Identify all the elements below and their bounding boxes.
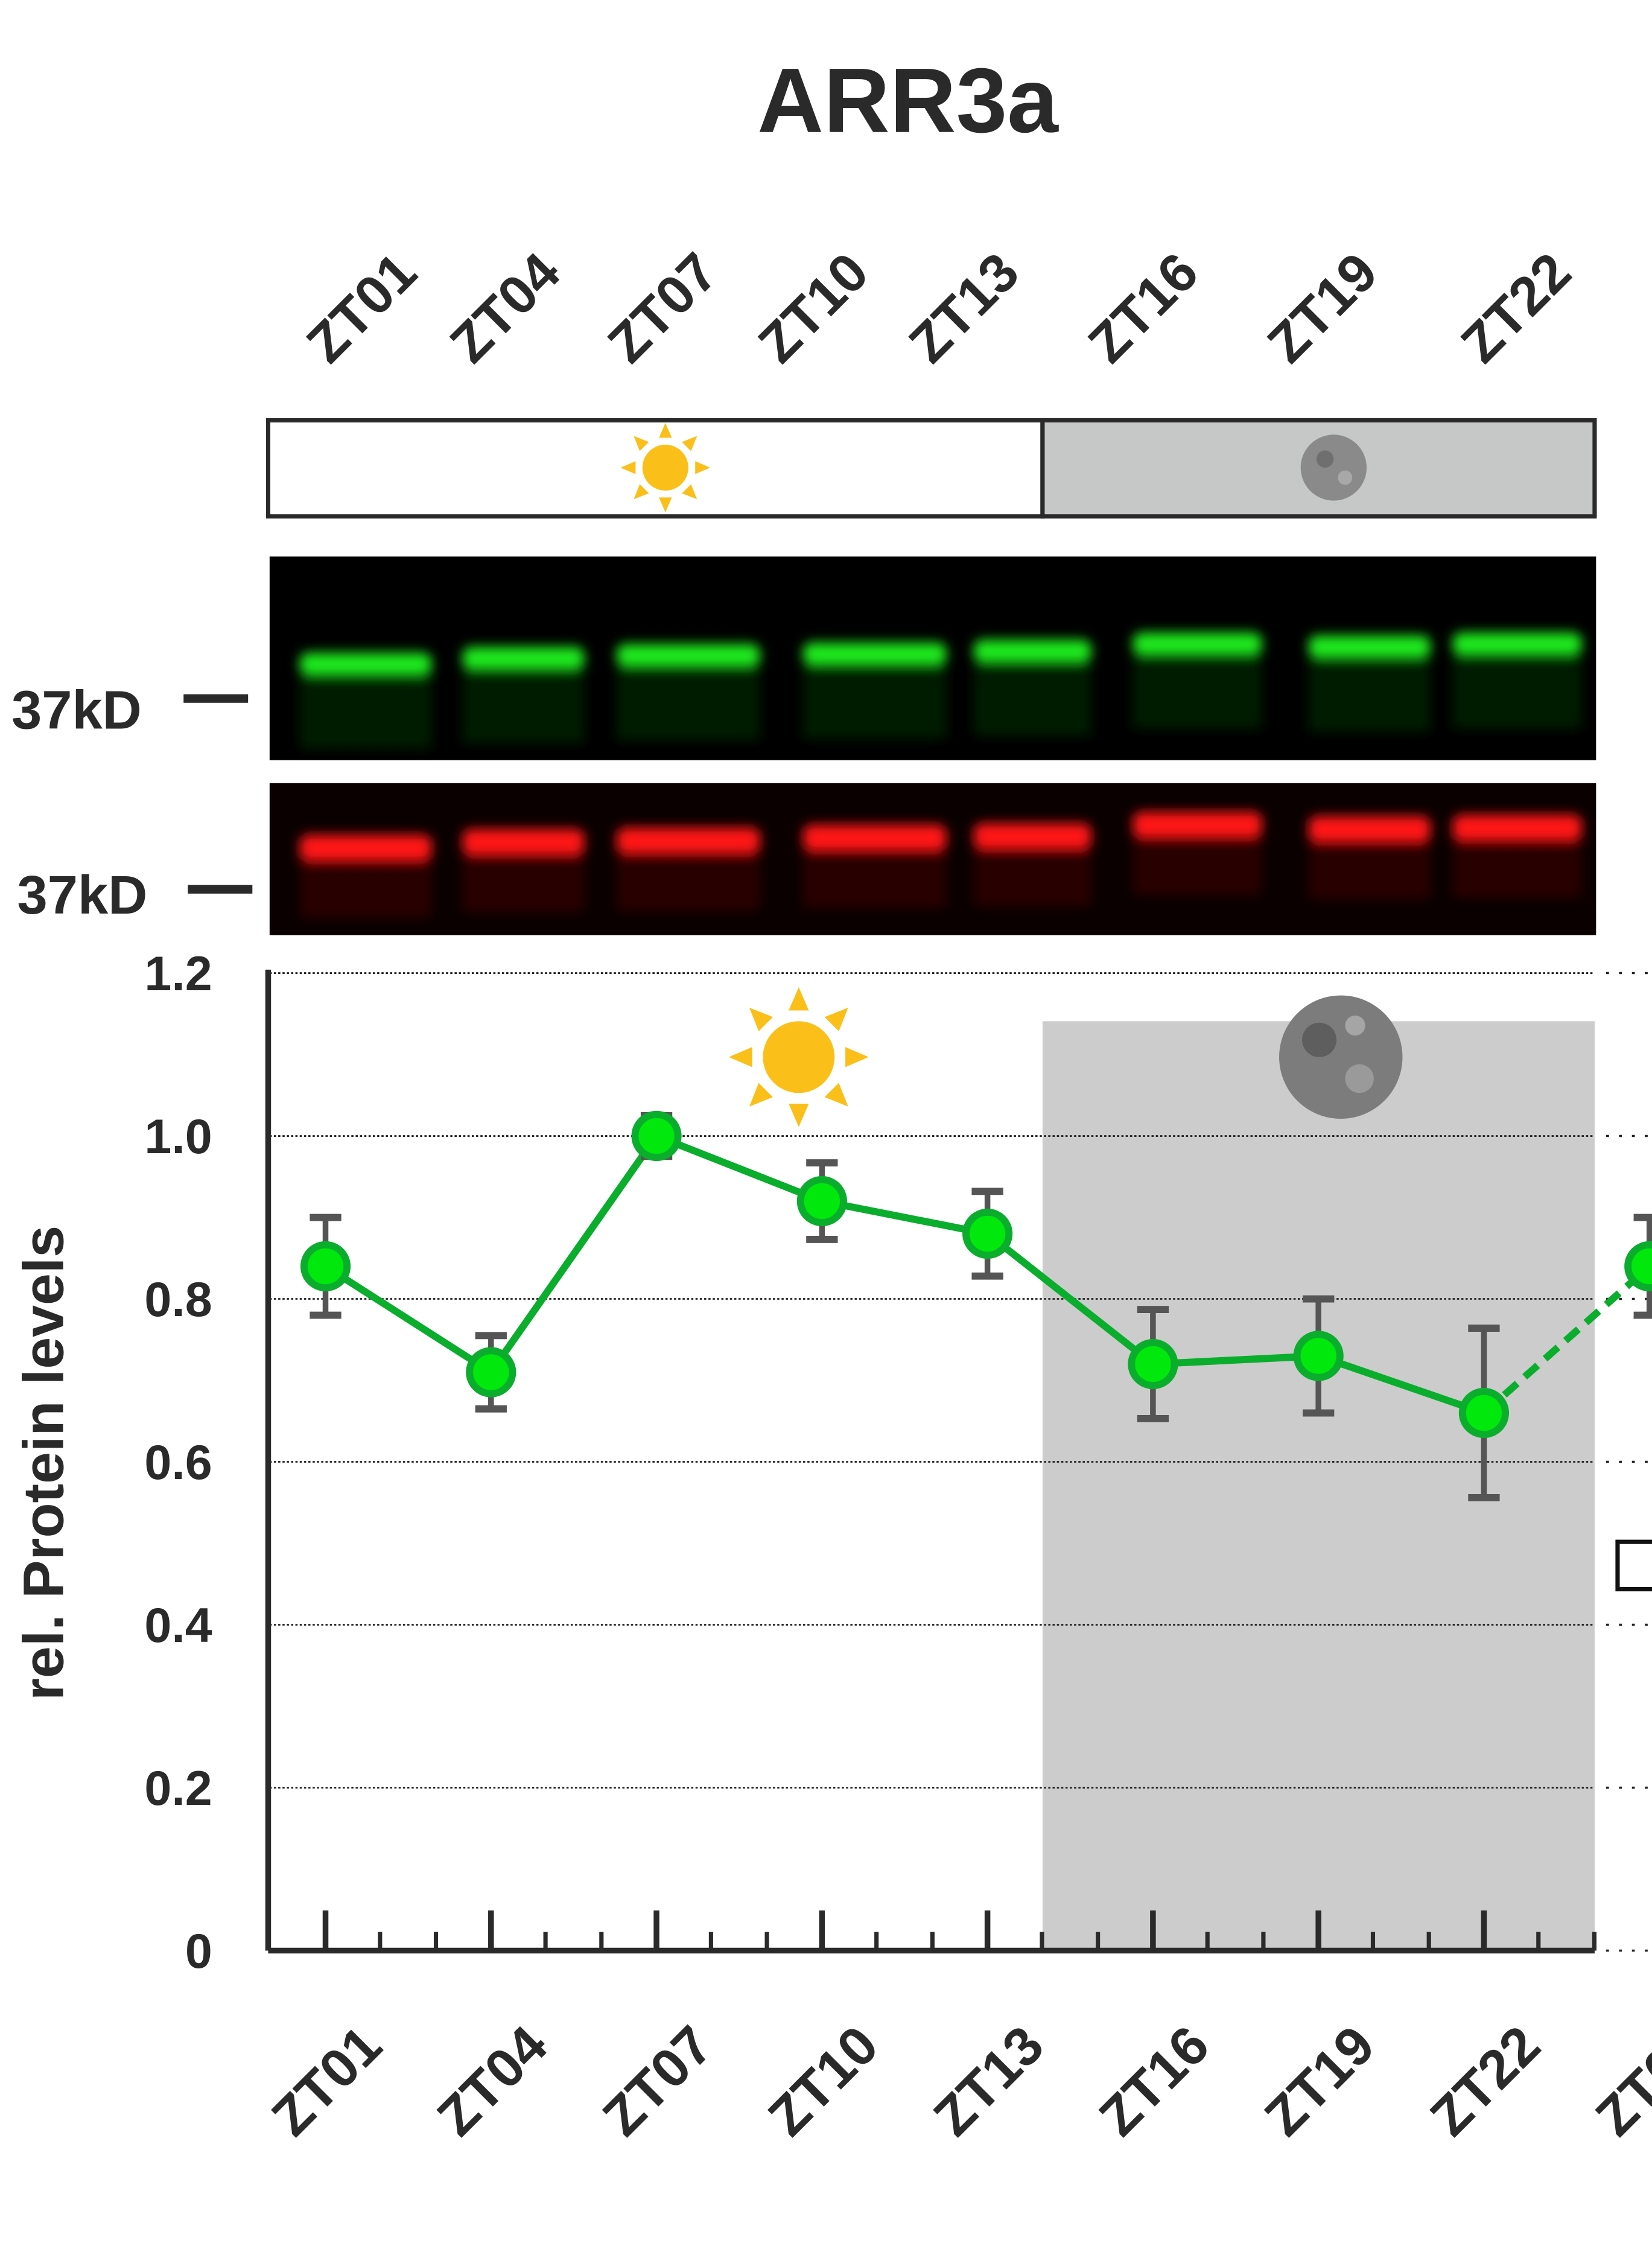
lane-label: ZT16 [1077, 241, 1210, 374]
red-band [299, 835, 432, 861]
red-band [1308, 816, 1431, 842]
x-tick-label: ZT16 [1088, 2014, 1221, 2147]
series-segment [488, 1134, 659, 1375]
series-segment [1152, 1352, 1319, 1368]
red-band [616, 827, 760, 854]
series-segment [1317, 1352, 1485, 1417]
green-band [1452, 632, 1582, 656]
light-dark-bar [265, 418, 1597, 519]
western-blot-green [269, 556, 1596, 760]
red-smear [973, 849, 1091, 907]
y-tick-label: 0.2 [144, 1761, 212, 1816]
lane-label: ZT13 [898, 241, 1031, 374]
x-tick-label: ZT19 [1253, 2014, 1386, 2147]
y-tick-label: 0.4 [144, 1598, 212, 1653]
red-smear [616, 853, 760, 911]
sun-icon [620, 422, 710, 513]
data-point [962, 1208, 1013, 1259]
x-tick-label: ZT13 [923, 2014, 1055, 2147]
data-point [1293, 1331, 1344, 1381]
series-segment [821, 1197, 988, 1238]
y-tick-label: 1.0 [144, 1110, 212, 1164]
green-smear [462, 671, 585, 743]
data-point [466, 1347, 516, 1398]
green-band [802, 642, 947, 666]
marker-label-green: 37kD [11, 680, 142, 741]
lane-label: ZT01 [295, 241, 428, 374]
night-shading [1042, 1021, 1595, 1951]
series-segment [1481, 1264, 1652, 1416]
x-tick-label: ZT01 [1584, 2014, 1652, 2147]
data-point [1458, 1387, 1510, 1439]
lane-label: ZT07 [596, 241, 729, 374]
legend-box [1615, 1539, 1652, 1592]
lane-label: ZT10 [747, 241, 880, 374]
x-tick-label: ZT22 [1418, 2014, 1551, 2147]
green-smear [1308, 660, 1431, 732]
red-band [973, 823, 1091, 850]
series-segment [323, 1263, 493, 1376]
green-band [973, 640, 1091, 663]
red-band [1133, 812, 1262, 838]
y-tick-label: 0.8 [144, 1273, 212, 1327]
green-band [462, 647, 585, 670]
data-point [1624, 1241, 1652, 1292]
red-smear [1133, 838, 1262, 895]
data-point [1128, 1338, 1178, 1390]
green-smear [973, 664, 1091, 736]
moon-icon [1279, 995, 1403, 1119]
red-smear [1452, 840, 1582, 898]
series-segment [985, 1230, 1155, 1367]
green-band [1133, 632, 1262, 656]
red-smear [462, 854, 585, 912]
sun-icon [728, 987, 869, 1127]
x-tick-label: ZT10 [757, 2014, 889, 2147]
western-blot-red [269, 783, 1596, 935]
green-smear [299, 676, 432, 749]
marker-label-red: 37kD [17, 865, 148, 926]
red-band [802, 824, 947, 851]
green-smear [1452, 657, 1582, 729]
figure-title: ARR3a [757, 49, 1059, 152]
green-smear [802, 667, 947, 739]
red-smear [802, 850, 947, 908]
y-tick-label: 0 [185, 1924, 212, 1979]
line-chart: 00.20.40.60.81.01.2 ZT01 ZT04 ZT07 ZT10 ZT13… [12, 947, 1652, 2148]
red-band [462, 829, 585, 855]
red-band [1452, 815, 1582, 841]
green-band [299, 652, 432, 676]
green-smear [616, 668, 760, 740]
green-band [616, 644, 760, 667]
lane-label: ZT04 [439, 241, 571, 374]
moon-icon [1300, 434, 1367, 501]
x-tick-label: ZT01 [260, 2014, 393, 2147]
red-smear [1308, 842, 1431, 900]
green-smear [1133, 657, 1262, 729]
data-point [631, 1110, 682, 1162]
y-tick-label: 1.2 [144, 947, 212, 1001]
y-tick-label: 0.6 [144, 1436, 212, 1490]
data-point [300, 1241, 351, 1292]
lane-labels: ZT01 ZT04 ZT07 ZT10 ZT13 ZT16 ZT19 ZT22 [295, 241, 1583, 374]
data-point [796, 1175, 847, 1227]
green-band [1308, 635, 1431, 659]
x-tick-label: ZT04 [426, 2014, 559, 2147]
y-axis-label: rel. Protein levels [12, 1226, 76, 1700]
x-tick-label: ZT07 [591, 2014, 724, 2147]
lane-label: ZT19 [1256, 241, 1389, 374]
lane-label: ZT22 [1450, 241, 1583, 374]
red-smear [299, 860, 432, 918]
series-segment [655, 1132, 824, 1205]
